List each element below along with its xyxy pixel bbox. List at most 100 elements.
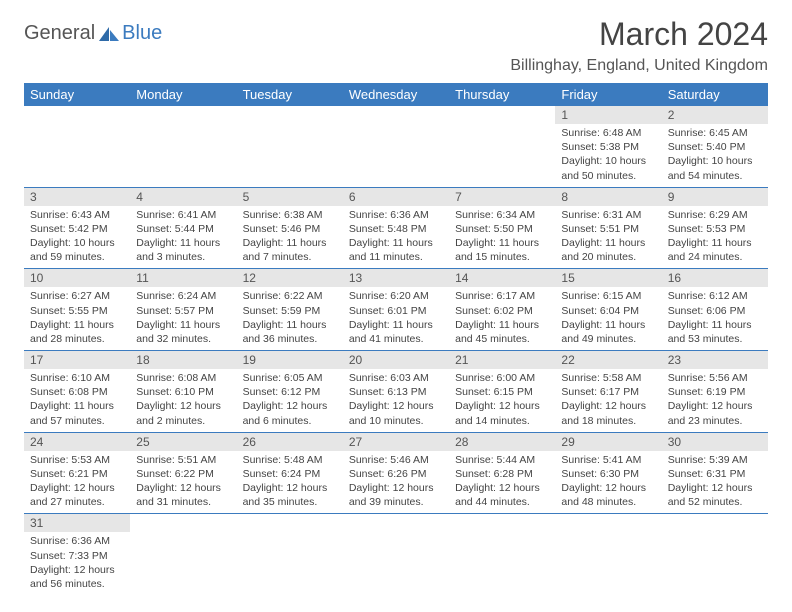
day-cell: 19Sunrise: 6:05 AMSunset: 6:12 PMDayligh… <box>237 351 343 433</box>
day-info: Sunrise: 6:05 AMSunset: 6:12 PMDaylight:… <box>237 369 343 432</box>
day-info: Sunrise: 5:58 AMSunset: 6:17 PMDaylight:… <box>555 369 661 432</box>
day-number: 9 <box>662 188 768 206</box>
calendar-row: 3Sunrise: 6:43 AMSunset: 5:42 PMDaylight… <box>24 187 768 269</box>
day-number: 1 <box>555 106 661 124</box>
calendar-row: 24Sunrise: 5:53 AMSunset: 6:21 PMDayligh… <box>24 432 768 514</box>
day-info: Sunrise: 5:44 AMSunset: 6:28 PMDaylight:… <box>449 451 555 514</box>
day-number: 11 <box>130 269 236 287</box>
day-cell: 2Sunrise: 6:45 AMSunset: 5:40 PMDaylight… <box>662 106 768 187</box>
day-info: Sunrise: 6:10 AMSunset: 6:08 PMDaylight:… <box>24 369 130 432</box>
day-cell: 7Sunrise: 6:34 AMSunset: 5:50 PMDaylight… <box>449 187 555 269</box>
month-title: March 2024 <box>510 16 768 53</box>
day-cell: 22Sunrise: 5:58 AMSunset: 6:17 PMDayligh… <box>555 351 661 433</box>
empty-cell <box>130 106 236 187</box>
day-cell: 16Sunrise: 6:12 AMSunset: 6:06 PMDayligh… <box>662 269 768 351</box>
day-cell: 5Sunrise: 6:38 AMSunset: 5:46 PMDaylight… <box>237 187 343 269</box>
day-cell: 23Sunrise: 5:56 AMSunset: 6:19 PMDayligh… <box>662 351 768 433</box>
day-cell: 25Sunrise: 5:51 AMSunset: 6:22 PMDayligh… <box>130 432 236 514</box>
empty-cell <box>343 106 449 187</box>
day-number: 28 <box>449 433 555 451</box>
day-cell: 15Sunrise: 6:15 AMSunset: 6:04 PMDayligh… <box>555 269 661 351</box>
day-cell: 13Sunrise: 6:20 AMSunset: 6:01 PMDayligh… <box>343 269 449 351</box>
day-number: 12 <box>237 269 343 287</box>
day-cell: 30Sunrise: 5:39 AMSunset: 6:31 PMDayligh… <box>662 432 768 514</box>
empty-cell <box>24 106 130 187</box>
empty-cell <box>555 514 661 595</box>
calendar-table: SundayMondayTuesdayWednesdayThursdayFrid… <box>24 83 768 595</box>
day-info: Sunrise: 6:41 AMSunset: 5:44 PMDaylight:… <box>130 206 236 269</box>
day-info: Sunrise: 6:36 AMSunset: 7:33 PMDaylight:… <box>24 532 130 595</box>
day-cell: 10Sunrise: 6:27 AMSunset: 5:55 PMDayligh… <box>24 269 130 351</box>
day-number: 22 <box>555 351 661 369</box>
day-info: Sunrise: 5:56 AMSunset: 6:19 PMDaylight:… <box>662 369 768 432</box>
day-info: Sunrise: 6:00 AMSunset: 6:15 PMDaylight:… <box>449 369 555 432</box>
day-cell: 4Sunrise: 6:41 AMSunset: 5:44 PMDaylight… <box>130 187 236 269</box>
day-info: Sunrise: 6:45 AMSunset: 5:40 PMDaylight:… <box>662 124 768 187</box>
day-info: Sunrise: 6:36 AMSunset: 5:48 PMDaylight:… <box>343 206 449 269</box>
logo-text-blue: Blue <box>122 22 162 45</box>
weekday-header: Monday <box>130 83 236 106</box>
day-number: 4 <box>130 188 236 206</box>
day-number: 30 <box>662 433 768 451</box>
day-number: 23 <box>662 351 768 369</box>
calendar-row: 1Sunrise: 6:48 AMSunset: 5:38 PMDaylight… <box>24 106 768 187</box>
day-number: 17 <box>24 351 130 369</box>
day-number: 26 <box>237 433 343 451</box>
day-cell: 3Sunrise: 6:43 AMSunset: 5:42 PMDaylight… <box>24 187 130 269</box>
day-info: Sunrise: 6:27 AMSunset: 5:55 PMDaylight:… <box>24 287 130 350</box>
day-info: Sunrise: 6:17 AMSunset: 6:02 PMDaylight:… <box>449 287 555 350</box>
day-number: 27 <box>343 433 449 451</box>
logo-text-general: General <box>24 22 95 45</box>
day-info: Sunrise: 6:03 AMSunset: 6:13 PMDaylight:… <box>343 369 449 432</box>
empty-cell <box>662 514 768 595</box>
empty-cell <box>343 514 449 595</box>
day-cell: 8Sunrise: 6:31 AMSunset: 5:51 PMDaylight… <box>555 187 661 269</box>
day-cell: 24Sunrise: 5:53 AMSunset: 6:21 PMDayligh… <box>24 432 130 514</box>
day-info: Sunrise: 6:08 AMSunset: 6:10 PMDaylight:… <box>130 369 236 432</box>
day-cell: 21Sunrise: 6:00 AMSunset: 6:15 PMDayligh… <box>449 351 555 433</box>
day-info: Sunrise: 5:51 AMSunset: 6:22 PMDaylight:… <box>130 451 236 514</box>
day-info: Sunrise: 6:22 AMSunset: 5:59 PMDaylight:… <box>237 287 343 350</box>
day-info: Sunrise: 6:34 AMSunset: 5:50 PMDaylight:… <box>449 206 555 269</box>
day-number: 10 <box>24 269 130 287</box>
day-number: 2 <box>662 106 768 124</box>
day-info: Sunrise: 5:46 AMSunset: 6:26 PMDaylight:… <box>343 451 449 514</box>
day-cell: 27Sunrise: 5:46 AMSunset: 6:26 PMDayligh… <box>343 432 449 514</box>
location: Billinghay, England, United Kingdom <box>510 57 768 75</box>
day-cell: 20Sunrise: 6:03 AMSunset: 6:13 PMDayligh… <box>343 351 449 433</box>
empty-cell <box>449 514 555 595</box>
day-cell: 17Sunrise: 6:10 AMSunset: 6:08 PMDayligh… <box>24 351 130 433</box>
day-cell: 26Sunrise: 5:48 AMSunset: 6:24 PMDayligh… <box>237 432 343 514</box>
day-number: 25 <box>130 433 236 451</box>
weekday-header: Thursday <box>449 83 555 106</box>
day-number: 14 <box>449 269 555 287</box>
calendar-row: 17Sunrise: 6:10 AMSunset: 6:08 PMDayligh… <box>24 351 768 433</box>
day-cell: 1Sunrise: 6:48 AMSunset: 5:38 PMDaylight… <box>555 106 661 187</box>
day-number: 24 <box>24 433 130 451</box>
title-block: March 2024 Billinghay, England, United K… <box>510 16 768 75</box>
empty-cell <box>130 514 236 595</box>
weekday-header: Sunday <box>24 83 130 106</box>
day-number: 7 <box>449 188 555 206</box>
day-cell: 18Sunrise: 6:08 AMSunset: 6:10 PMDayligh… <box>130 351 236 433</box>
day-number: 21 <box>449 351 555 369</box>
empty-cell <box>237 514 343 595</box>
empty-cell <box>237 106 343 187</box>
day-info: Sunrise: 6:29 AMSunset: 5:53 PMDaylight:… <box>662 206 768 269</box>
day-info: Sunrise: 5:39 AMSunset: 6:31 PMDaylight:… <box>662 451 768 514</box>
weekday-header: Wednesday <box>343 83 449 106</box>
weekday-header: Friday <box>555 83 661 106</box>
header: General Blue March 2024 Billinghay, Engl… <box>24 16 768 75</box>
day-number: 31 <box>24 514 130 532</box>
day-number: 8 <box>555 188 661 206</box>
day-info: Sunrise: 6:12 AMSunset: 6:06 PMDaylight:… <box>662 287 768 350</box>
day-number: 3 <box>24 188 130 206</box>
day-number: 19 <box>237 351 343 369</box>
day-info: Sunrise: 6:31 AMSunset: 5:51 PMDaylight:… <box>555 206 661 269</box>
day-number: 6 <box>343 188 449 206</box>
day-cell: 12Sunrise: 6:22 AMSunset: 5:59 PMDayligh… <box>237 269 343 351</box>
day-number: 15 <box>555 269 661 287</box>
logo: General Blue <box>24 22 162 45</box>
day-info: Sunrise: 6:48 AMSunset: 5:38 PMDaylight:… <box>555 124 661 187</box>
weekday-header: Saturday <box>662 83 768 106</box>
